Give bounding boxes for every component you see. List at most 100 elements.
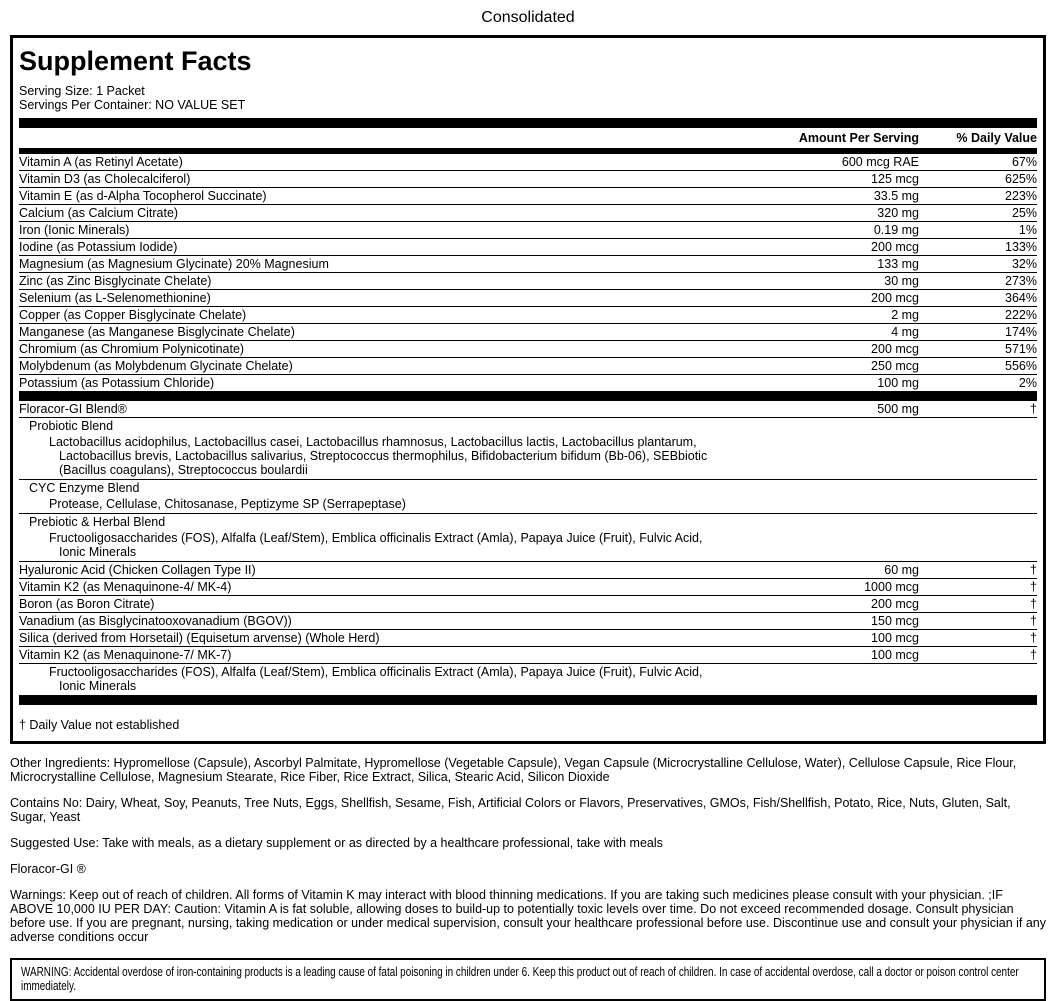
nutrient-row: Hyaluronic Acid (Chicken Collagen Type I… [19,561,1037,578]
nutrient-amount: 0.19 mg [873,223,919,237]
blend-desc-row: Lactobacillus acidophilus, Lactobacillus… [19,434,1037,479]
nutrient-amount: 600 mcg RAE [841,155,919,169]
divider-bar [19,118,1037,128]
daily-value-column-header: % Daily Value [956,131,1037,145]
nutrient-name: Vitamin E (as d-Alpha Tocopherol Succina… [19,189,267,203]
amount-column-header: Amount Per Serving [798,131,919,145]
nutrient-amount: 150 mcg [871,614,919,628]
nutrient-name: Vitamin K2 (as Menaquinone-7/ MK-7) [19,648,232,662]
nutrient-row: Iodine (as Potassium Iodide) 200 mcg 133% [19,238,1037,255]
nutrient-amount: 500 mg [877,402,919,416]
nutrient-row: Vanadium (as Bisglycinatooxovanadium (BG… [19,612,1037,629]
warnings-text: Warnings: Keep out of reach of children.… [10,888,1047,944]
blend-name: CYC Enzyme Blend [29,481,140,495]
nutrient-row: Calcium (as Calcium Citrate) 320 mg 25% [19,204,1037,221]
nutrient-row: Vitamin A (as Retinyl Acetate) 600 mcg RA… [19,154,1037,170]
nutrient-daily-value: 364% [1005,291,1037,305]
nutrient-name: Vitamin A (as Retinyl Acetate) [19,155,183,169]
nutrient-daily-value: † [1030,402,1037,416]
nutrient-amount: 200 mcg [871,291,919,305]
nutrient-name: Calcium (as Calcium Citrate) [19,206,179,220]
nutrient-name: Floracor-GI Blend® [19,402,127,416]
nutrient-name: Copper (as Copper Bisglycinate Chelate) [19,308,247,322]
nutrient-daily-value: 25% [1011,206,1037,220]
nutrient-amount: 33.5 mg [873,189,919,203]
nutrient-row: Manganese (as Manganese Bisglycinate Che… [19,323,1037,340]
blend-name: Prebiotic & Herbal Blend [29,515,166,529]
nutrient-name: Hyaluronic Acid (Chicken Collagen Type I… [19,563,256,577]
nutrient-amount: 1000 mcg [864,580,919,594]
nutrient-name: Selenium (as L-Selenomethionine) [19,291,211,305]
page-title: Consolidated [481,9,575,26]
nutrient-daily-value: 222% [1005,308,1037,322]
contains-no-text: Contains No: Dairy, Wheat, Soy, Peanuts,… [10,796,1011,824]
nutrient-row: Vitamin K2 (as Menaquinone-7/ MK-7) 100 m… [19,646,1037,663]
nutrient-name: Potassium (as Potassium Chloride) [19,376,215,390]
iron-warning-text: WARNING: Accidental overdose of iron-con… [21,965,1019,993]
divider-bar [19,148,1037,154]
blend-ingredients: Protease, Cellulase, Chitosanase, Peptiz… [49,497,406,511]
nutrient-row: Iron (Ionic Minerals) 0.19 mg 1% [19,221,1037,238]
nutrient-daily-value: † [1030,648,1037,662]
nutrient-amount: 133 mg [877,257,919,271]
product-name-text: Floracor-GI ® [10,862,86,876]
nutrient-row: Magnesium (as Magnesium Glycinate) 20% M… [19,255,1037,272]
nutrient-daily-value: 1% [1018,223,1037,237]
nutrient-row: Molybdenum (as Molybdenum Glycinate Chel… [19,357,1037,374]
nutrient-daily-value: 133% [1005,240,1037,254]
blend-desc-row: Fructooligosaccharides (FOS), Alfalfa (L… [19,663,1037,695]
blend-header-row: CYC Enzyme Blend [19,479,1037,496]
nutrient-daily-value: 67% [1011,155,1037,169]
nutrient-name: Iron (Ionic Minerals) [19,223,130,237]
nutrient-amount: 2 mg [891,308,919,322]
nutrient-daily-value: 625% [1005,172,1037,186]
nutrient-name: Silica (derived from Horsetail) (Equiset… [19,631,380,645]
nutrient-amount: 250 mcg [871,359,919,373]
nutrient-amount: 200 mcg [871,240,919,254]
supplement-facts-panel: Supplement Facts Serving Size: 1 Packet … [10,35,1046,744]
nutrient-row: Zinc (as Zinc Bisglycinate Chelate) 30 mg… [19,272,1037,289]
daily-value-footnote: † Daily Value not established [19,718,180,732]
nutrient-name: Iodine (as Potassium Iodide) [19,240,178,254]
nutrient-amount: 100 mcg [871,631,919,645]
table-header-row: Amount Per Serving % Daily Value [19,128,1037,148]
nutrient-amount: 100 mg [877,376,919,390]
nutrient-name: Zinc (as Zinc Bisglycinate Chelate) [19,274,212,288]
blend-ingredients: Fructooligosaccharides (FOS), Alfalfa (L… [49,665,703,693]
servings-per-container: Servings Per Container: NO VALUE SET [19,98,246,112]
nutrient-daily-value: 273% [1005,274,1037,288]
nutrient-daily-value: 2% [1018,376,1037,390]
blend-header-row: Probiotic Blend [19,417,1037,434]
nutrient-row: Chromium (as Chromium Polynicotinate) 200… [19,340,1037,357]
blend-desc-row: Protease, Cellulase, Chitosanase, Peptiz… [19,496,1037,513]
nutrient-amount: 125 mcg [871,172,919,186]
nutrient-daily-value: 32% [1011,257,1037,271]
nutrient-row: Vitamin E (as d-Alpha Tocopherol Succina… [19,187,1037,204]
suggested-use-text: Suggested Use: Take with meals, as a die… [10,836,663,850]
nutrient-daily-value: 174% [1005,325,1037,339]
iron-warning-box: WARNING: Accidental overdose of iron-con… [10,958,1046,1001]
nutrient-name: Vitamin K2 (as Menaquinone-4/ MK-4) [19,580,232,594]
nutrient-row: Silica (derived from Horsetail) (Equiset… [19,629,1037,646]
nutrient-amount: 4 mg [891,325,919,339]
nutrient-amount: 200 mcg [871,342,919,356]
nutrient-daily-value: 571% [1005,342,1037,356]
nutrient-row: Floracor-GI Blend® 500 mg † [19,401,1037,417]
nutrient-row: Selenium (as L-Selenomethionine) 200 mcg 3… [19,289,1037,306]
nutrient-row: Potassium (as Potassium Chloride) 100 mg 2… [19,374,1037,391]
nutrient-name: Boron (as Boron Citrate) [19,597,155,611]
nutrient-name: Vanadium (as Bisglycinatooxovanadium (BG… [19,614,292,628]
nutrient-amount: 320 mg [877,206,919,220]
nutrient-amount: 100 mcg [871,648,919,662]
blend-name: Probiotic Blend [29,419,114,433]
nutrient-name: Molybdenum (as Molybdenum Glycinate Chel… [19,359,293,373]
nutrient-row: Vitamin D3 (as Cholecalciferol) 125 mcg 62… [19,170,1037,187]
serving-size: Serving Size: 1 Packet [19,84,145,98]
nutrient-daily-value: 223% [1005,189,1037,203]
blend-ingredients: Lactobacillus acidophilus, Lactobacillus… [49,435,708,477]
nutrient-daily-value: † [1030,563,1037,577]
nutrient-amount: 200 mcg [871,597,919,611]
nutrient-daily-value: † [1030,580,1037,594]
nutrient-daily-value: † [1030,614,1037,628]
